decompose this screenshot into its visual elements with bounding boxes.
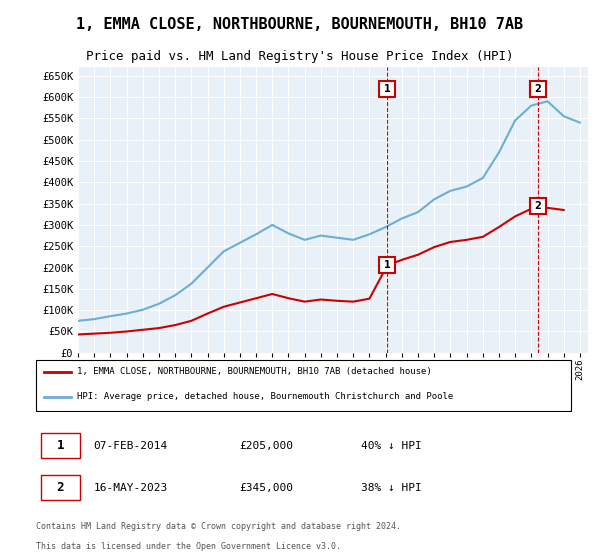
Text: 1: 1	[56, 439, 64, 452]
Text: 16-MAY-2023: 16-MAY-2023	[94, 483, 168, 493]
Text: HPI: Average price, detached house, Bournemouth Christchurch and Poole: HPI: Average price, detached house, Bour…	[77, 392, 453, 401]
Text: 38% ↓ HPI: 38% ↓ HPI	[361, 483, 422, 493]
Text: 1, EMMA CLOSE, NORTHBOURNE, BOURNEMOUTH, BH10 7AB: 1, EMMA CLOSE, NORTHBOURNE, BOURNEMOUTH,…	[76, 17, 524, 32]
FancyBboxPatch shape	[41, 475, 80, 500]
Text: 2: 2	[56, 481, 64, 494]
FancyBboxPatch shape	[35, 360, 571, 410]
FancyBboxPatch shape	[41, 433, 80, 458]
Text: 2: 2	[535, 200, 541, 211]
Text: Contains HM Land Registry data © Crown copyright and database right 2024.: Contains HM Land Registry data © Crown c…	[35, 522, 401, 531]
Text: £205,000: £205,000	[240, 441, 294, 451]
Text: £345,000: £345,000	[240, 483, 294, 493]
Text: This data is licensed under the Open Government Licence v3.0.: This data is licensed under the Open Gov…	[35, 542, 341, 552]
Text: 2: 2	[535, 83, 541, 94]
Text: 1: 1	[384, 260, 391, 270]
Text: 40% ↓ HPI: 40% ↓ HPI	[361, 441, 422, 451]
Text: Price paid vs. HM Land Registry's House Price Index (HPI): Price paid vs. HM Land Registry's House …	[86, 50, 514, 63]
Text: 1, EMMA CLOSE, NORTHBOURNE, BOURNEMOUTH, BH10 7AB (detached house): 1, EMMA CLOSE, NORTHBOURNE, BOURNEMOUTH,…	[77, 367, 431, 376]
Text: 07-FEB-2014: 07-FEB-2014	[94, 441, 168, 451]
Text: 1: 1	[384, 83, 391, 94]
